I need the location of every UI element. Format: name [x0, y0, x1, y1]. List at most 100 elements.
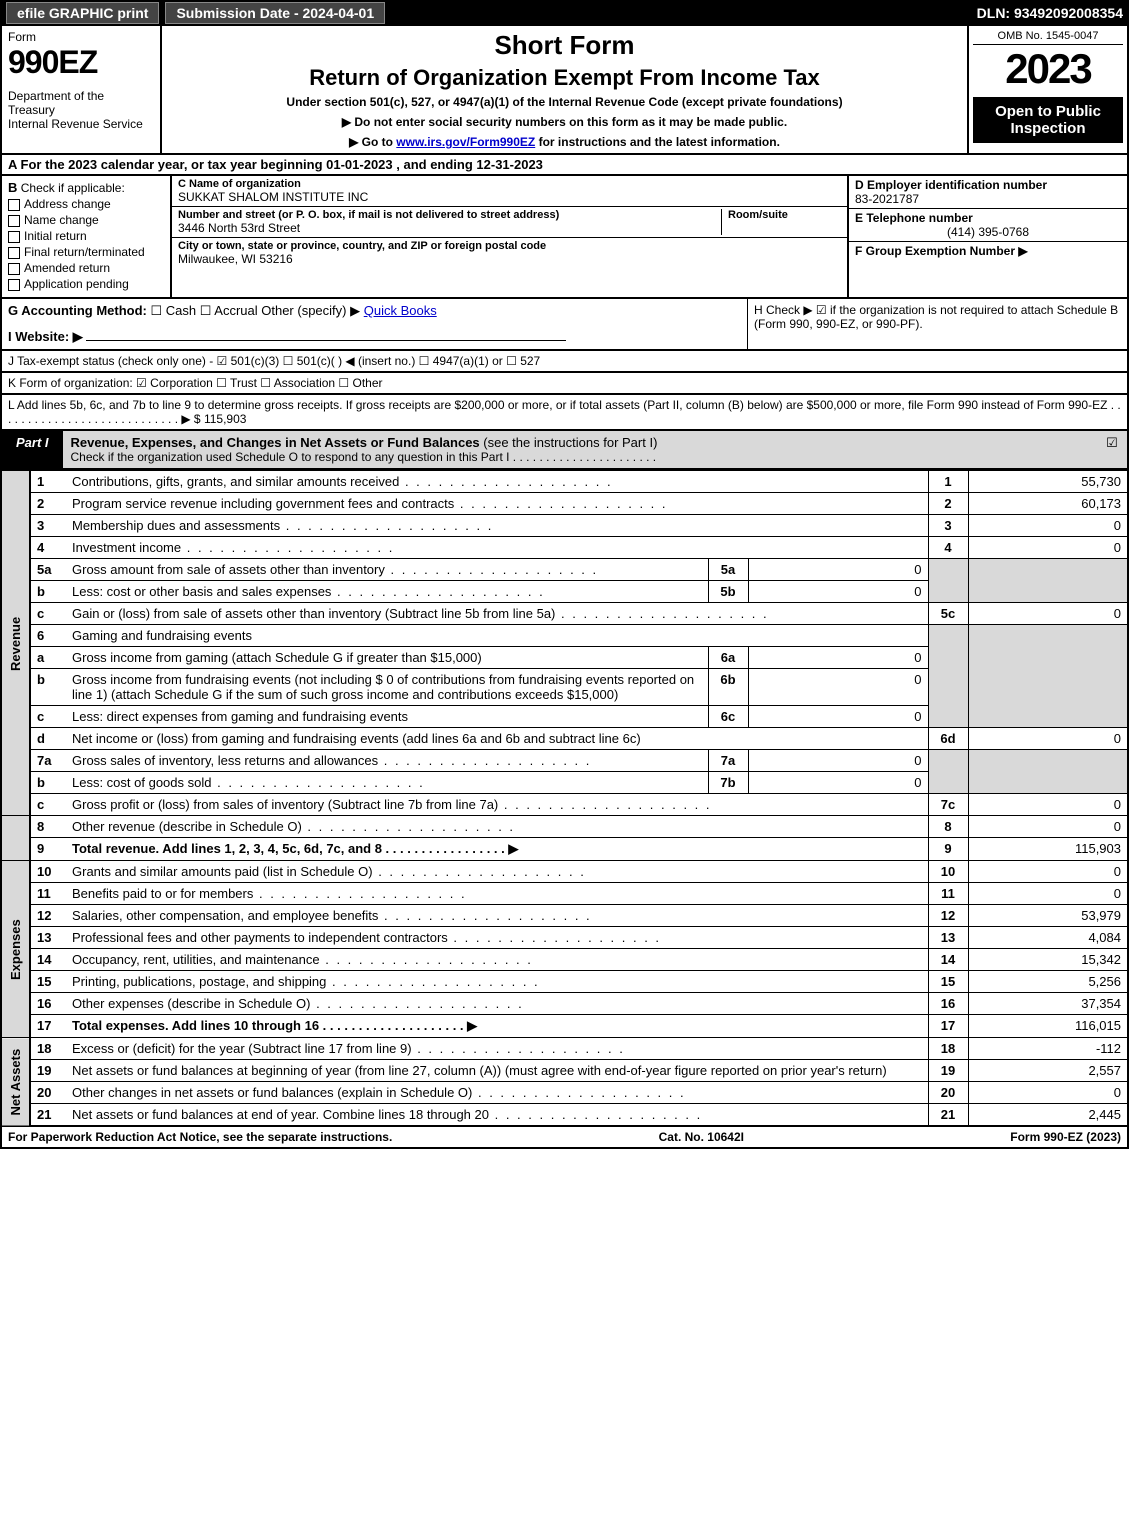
- line-11-desc: Benefits paid to or for members: [72, 886, 467, 901]
- line-5c-desc: Gain or (loss) from sale of assets other…: [72, 606, 769, 621]
- line-14-rn: 14: [928, 949, 968, 971]
- note-ssn: ▶ Do not enter social security numbers o…: [170, 115, 959, 129]
- line-21-num: 21: [30, 1104, 66, 1127]
- form-label: Form: [8, 30, 154, 44]
- row-k: K Form of organization: ☑ Corporation ☐ …: [0, 373, 1129, 395]
- chk-amended-return[interactable]: Amended return: [8, 261, 164, 275]
- row-j: J Tax-exempt status (check only one) - ☑…: [0, 351, 1129, 373]
- note-goto-post: for instructions and the latest informat…: [539, 135, 780, 149]
- line-9-rn: 9: [928, 838, 968, 861]
- line-5c-num: c: [30, 603, 66, 625]
- line-1-num: 1: [30, 471, 66, 493]
- line-4-desc: Investment income: [72, 540, 394, 555]
- line-15-rv: 5,256: [968, 971, 1128, 993]
- efile-print-button[interactable]: efile GRAPHIC print: [6, 2, 159, 24]
- chk-application-pending[interactable]: Application pending: [8, 277, 164, 291]
- line-6d-desc: Net income or (loss) from gaming and fun…: [66, 728, 928, 750]
- line-17-rv: 116,015: [968, 1015, 1128, 1038]
- note-goto: ▶ Go to www.irs.gov/Form990EZ for instru…: [170, 135, 959, 149]
- irs-label: Internal Revenue Service: [8, 117, 154, 131]
- line-16-desc: Other expenses (describe in Schedule O): [72, 996, 524, 1011]
- note-goto-pre: ▶ Go to: [349, 135, 396, 149]
- line-8-rn: 8: [928, 816, 968, 838]
- line-2-rv: 60,173: [968, 493, 1128, 515]
- side-expenses: Expenses: [1, 861, 30, 1038]
- line-5c-rn: 5c: [928, 603, 968, 625]
- line-5b-desc: Less: cost or other basis and sales expe…: [72, 584, 545, 599]
- city-label: City or town, state or province, country…: [178, 240, 841, 252]
- section-b: B Check if applicable: Address change Na…: [2, 176, 172, 297]
- row-l-text: L Add lines 5b, 6c, and 7b to line 9 to …: [8, 398, 1121, 426]
- line-20-rn: 20: [928, 1082, 968, 1104]
- addr-label: Number and street (or P. O. box, if mail…: [178, 209, 721, 221]
- form-header: Form 990EZ Department of the Treasury In…: [0, 26, 1129, 155]
- part1-checkbox[interactable]: ☑: [1097, 431, 1127, 468]
- line-10-desc: Grants and similar amounts paid (list in…: [72, 864, 586, 879]
- room-label: Room/suite: [728, 209, 841, 221]
- row-a-tax-year: A For the 2023 calendar year, or tax yea…: [0, 155, 1129, 176]
- i-label: I Website: ▶: [8, 329, 83, 344]
- line-21-rv: 2,445: [968, 1104, 1128, 1127]
- org-name: SUKKAT SHALOM INSTITUTE INC: [178, 190, 841, 204]
- line-12-rv: 53,979: [968, 905, 1128, 927]
- accounting-method-link[interactable]: Quick Books: [364, 303, 437, 318]
- chk-initial-return[interactable]: Initial return: [8, 229, 164, 243]
- chk-final-return[interactable]: Final return/terminated: [8, 245, 164, 259]
- line-3-desc: Membership dues and assessments: [72, 518, 493, 533]
- line-4-rn: 4: [928, 537, 968, 559]
- submission-date-button[interactable]: Submission Date - 2024-04-01: [165, 2, 385, 24]
- line-18-num: 18: [30, 1038, 66, 1060]
- line-11-rv: 0: [968, 883, 1128, 905]
- line-7a-num: 7a: [30, 750, 66, 772]
- city-value: Milwaukee, WI 53216: [178, 252, 841, 266]
- line-15-desc: Printing, publications, postage, and shi…: [72, 974, 540, 989]
- line-6d-rv: 0: [968, 728, 1128, 750]
- line-5a-sn: 5a: [708, 559, 748, 581]
- part1-title: Revenue, Expenses, and Changes in Net As…: [63, 431, 1097, 468]
- part1-tab: Part I: [2, 431, 63, 468]
- line-18-rv: -112: [968, 1038, 1128, 1060]
- ein-label: D Employer identification number: [855, 178, 1121, 192]
- addr-value: 3446 North 53rd Street: [178, 221, 721, 235]
- dln-label: DLN: 93492092008354: [977, 5, 1123, 21]
- section-def: D Employer identification number 83-2021…: [847, 176, 1127, 297]
- line-9-desc: Total revenue. Add lines 1, 2, 3, 4, 5c,…: [72, 841, 518, 856]
- row-h: H Check ▶ ☑ if the organization is not r…: [747, 299, 1127, 349]
- footer-left: For Paperwork Reduction Act Notice, see …: [8, 1130, 392, 1144]
- footer: For Paperwork Reduction Act Notice, see …: [0, 1127, 1129, 1149]
- line-7a-sv: 0: [748, 750, 928, 772]
- line-1-rv: 55,730: [968, 471, 1128, 493]
- header-left: Form 990EZ Department of the Treasury In…: [2, 26, 162, 153]
- phone-label: E Telephone number: [855, 211, 1121, 225]
- line-19-desc: Net assets or fund balances at beginning…: [72, 1063, 887, 1078]
- line-5b-num: b: [30, 581, 66, 603]
- line-5b-sv: 0: [748, 581, 928, 603]
- line-8-desc: Other revenue (describe in Schedule O): [72, 819, 515, 834]
- line-4-num: 4: [30, 537, 66, 559]
- line-17-desc: Total expenses. Add lines 10 through 16 …: [72, 1018, 477, 1033]
- line-19-rv: 2,557: [968, 1060, 1128, 1082]
- row-a-text: A For the 2023 calendar year, or tax yea…: [8, 157, 543, 172]
- line-3-rv: 0: [968, 515, 1128, 537]
- irs-link[interactable]: www.irs.gov/Form990EZ: [396, 135, 535, 149]
- line-6b-sv: 0: [748, 669, 928, 706]
- line-6b-desc: Gross income from fundraising events (no…: [66, 669, 708, 706]
- line-16-num: 16: [30, 993, 66, 1015]
- line-7b-sn: 7b: [708, 772, 748, 794]
- subtitle: Under section 501(c), 527, or 4947(a)(1)…: [170, 95, 959, 109]
- line-6a-sv: 0: [748, 647, 928, 669]
- top-bar: efile GRAPHIC print Submission Date - 20…: [0, 0, 1129, 26]
- row-l: L Add lines 5b, 6c, and 7b to line 9 to …: [0, 395, 1129, 431]
- line-1-rn: 1: [928, 471, 968, 493]
- line-17-num: 17: [30, 1015, 66, 1038]
- line-3-rn: 3: [928, 515, 968, 537]
- part1-sub: Check if the organization used Schedule …: [71, 450, 1089, 464]
- line-14-num: 14: [30, 949, 66, 971]
- chk-name-change[interactable]: Name change: [8, 213, 164, 227]
- line-7b-num: b: [30, 772, 66, 794]
- row-g: G Accounting Method: ☐ Cash ☐ Accrual Ot…: [2, 299, 747, 349]
- section-c: C Name of organization SUKKAT SHALOM INS…: [172, 176, 847, 297]
- line-7c-rn: 7c: [928, 794, 968, 816]
- line-2-num: 2: [30, 493, 66, 515]
- chk-address-change[interactable]: Address change: [8, 197, 164, 211]
